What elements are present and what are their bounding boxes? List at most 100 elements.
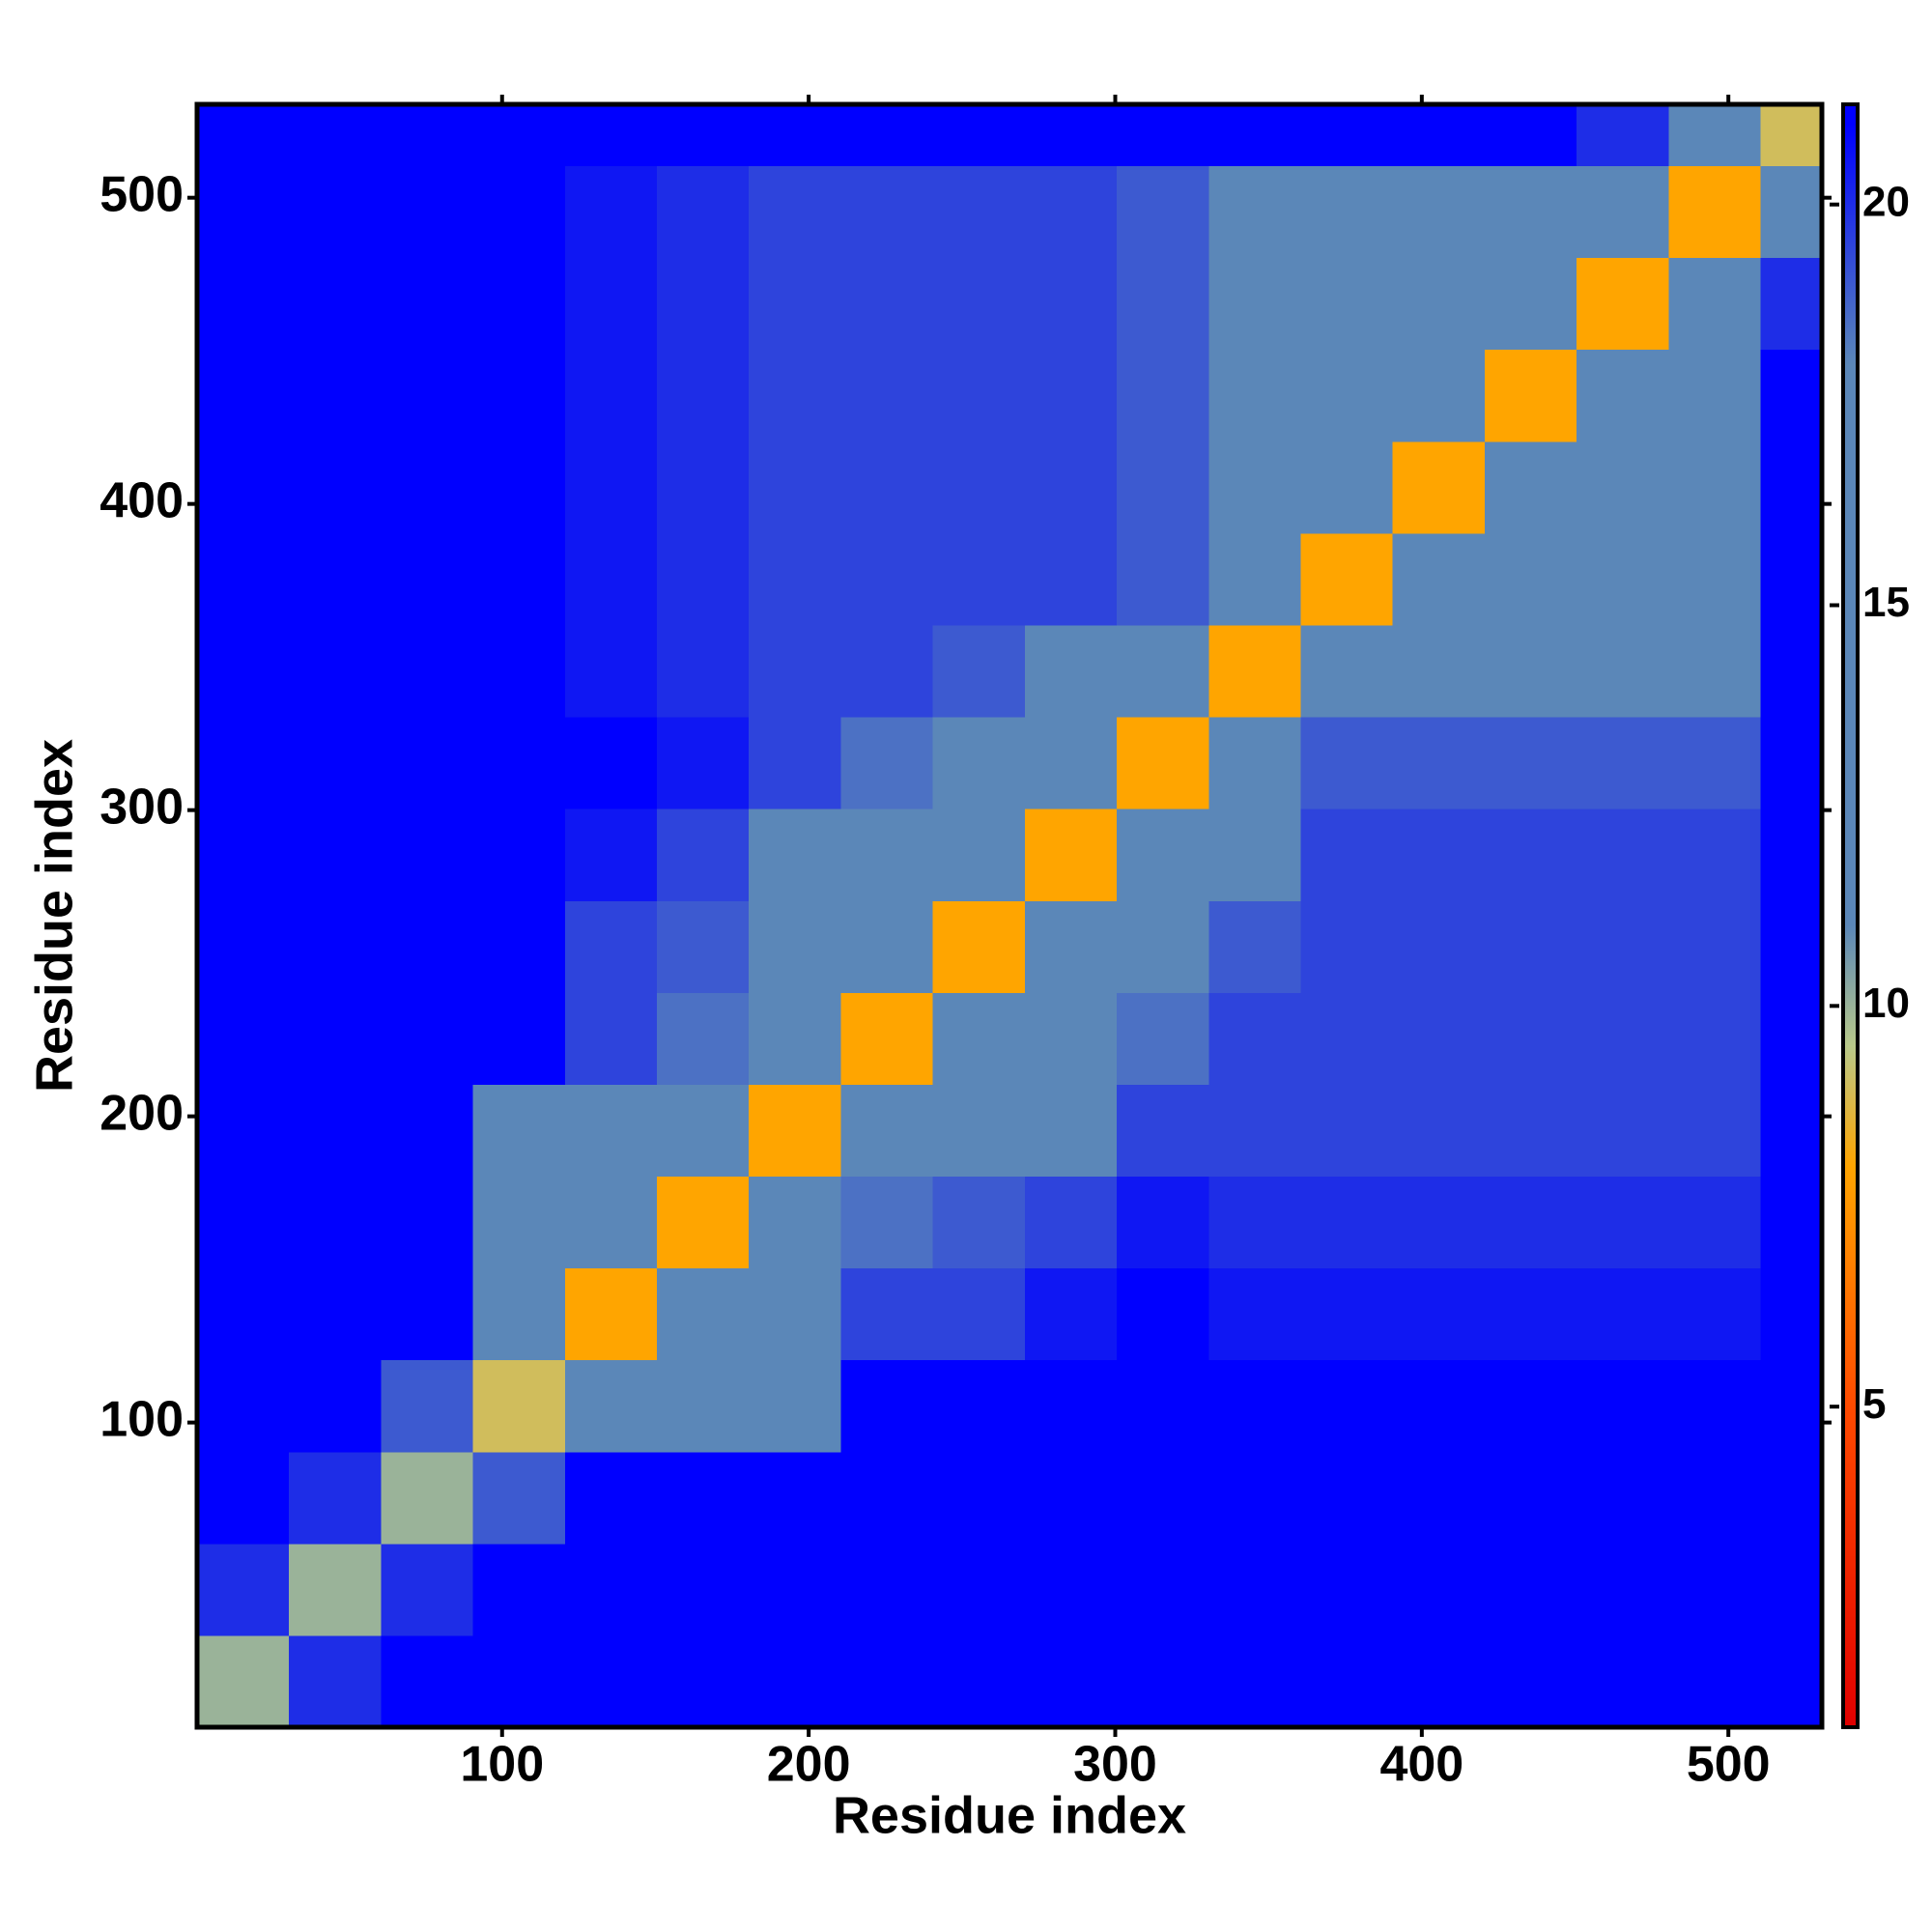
heatmap-cell bbox=[289, 349, 383, 442]
heatmap-cell bbox=[1392, 1634, 1486, 1728]
heatmap-cell bbox=[381, 1543, 474, 1636]
heatmap-cell bbox=[1024, 440, 1118, 534]
heatmap-cell bbox=[1760, 624, 1823, 718]
heatmap-cell bbox=[1024, 624, 1118, 718]
heatmap-cell bbox=[1484, 624, 1577, 718]
heatmap-cell bbox=[472, 900, 566, 993]
heatmap-cell bbox=[1208, 1084, 1302, 1178]
heatmap-cell bbox=[1208, 716, 1302, 810]
heatmap-cell bbox=[749, 624, 842, 718]
y-tick-label: 200 bbox=[99, 1085, 184, 1141]
heatmap-cell bbox=[1484, 1267, 1577, 1361]
heatmap-cell bbox=[564, 1359, 658, 1453]
heatmap-cell bbox=[197, 104, 290, 166]
heatmap-cell bbox=[564, 1267, 658, 1361]
heatmap-cell bbox=[932, 104, 1026, 166]
heatmap-cell bbox=[564, 624, 658, 718]
heatmap-cell bbox=[1760, 1084, 1823, 1178]
heatmap-cell bbox=[932, 809, 1026, 901]
heatmap-cell bbox=[1300, 1634, 1394, 1728]
heatmap-cell bbox=[564, 1634, 658, 1728]
heatmap-cell bbox=[1208, 1267, 1302, 1361]
heatmap-cell bbox=[197, 900, 290, 993]
heatmap-cell bbox=[197, 809, 290, 901]
heatmap-cell bbox=[1577, 1634, 1669, 1728]
heatmap-cell bbox=[1208, 1634, 1302, 1728]
heatmap-cell bbox=[564, 1084, 658, 1178]
heatmap-cell bbox=[289, 624, 383, 718]
heatmap-cell bbox=[749, 1634, 842, 1728]
heatmap-cell bbox=[289, 992, 383, 1085]
heatmap-cell bbox=[657, 624, 750, 718]
heatmap-cell bbox=[1484, 532, 1577, 626]
heatmap-cell bbox=[1300, 1084, 1394, 1178]
x-tick-label: 100 bbox=[460, 1737, 544, 1793]
heatmap-cell bbox=[289, 1451, 383, 1545]
heatmap-cell bbox=[472, 1084, 566, 1178]
heatmap-cell bbox=[1577, 624, 1669, 718]
heatmap-cell bbox=[932, 532, 1026, 626]
heatmap-cell bbox=[1577, 716, 1669, 810]
heatmap-cell bbox=[1577, 440, 1669, 534]
heatmap-cell bbox=[289, 440, 383, 534]
heatmap-cell bbox=[1392, 624, 1486, 718]
heatmap-cell bbox=[657, 440, 750, 534]
heatmap-cell bbox=[1117, 1176, 1209, 1269]
heatmap-cell bbox=[932, 1267, 1026, 1361]
heatmap-cell bbox=[932, 440, 1026, 534]
heatmap-cell bbox=[840, 992, 934, 1085]
heatmap-cell bbox=[472, 349, 566, 442]
heatmap-cell bbox=[1208, 624, 1302, 718]
heatmap-cell bbox=[840, 1176, 934, 1269]
heatmap-cell bbox=[749, 104, 842, 166]
heatmap-cell bbox=[1300, 257, 1394, 351]
heatmap-cell bbox=[381, 900, 474, 993]
heatmap-cell bbox=[1484, 1634, 1577, 1728]
heatmap-cell bbox=[1760, 1267, 1823, 1361]
heatmap-cell bbox=[1668, 1267, 1762, 1361]
heatmap-cell bbox=[749, 1176, 842, 1269]
heatmap-cell bbox=[1024, 1084, 1118, 1178]
heatmap-cell bbox=[381, 349, 474, 442]
heatmap-cell bbox=[1760, 1543, 1823, 1636]
heatmap-cell bbox=[381, 1176, 474, 1269]
heatmap-cell bbox=[749, 1543, 842, 1636]
heatmap-cell bbox=[749, 1267, 842, 1361]
heatmap-cell bbox=[840, 716, 934, 810]
heatmap-cell bbox=[1577, 257, 1669, 351]
heatmap-cell bbox=[197, 349, 290, 442]
heatmap-cell bbox=[564, 1451, 658, 1545]
heatmap-cell bbox=[1392, 532, 1486, 626]
heatmap-cell bbox=[564, 809, 658, 901]
heatmap-cell bbox=[1117, 532, 1209, 626]
heatmap-cell bbox=[1760, 104, 1823, 166]
heatmap-cell bbox=[840, 532, 934, 626]
heatmap-cell bbox=[1024, 532, 1118, 626]
heatmap-cell bbox=[381, 992, 474, 1085]
heatmap-cell bbox=[289, 104, 383, 166]
heatmap-cell bbox=[1300, 1359, 1394, 1453]
heatmap-cell bbox=[932, 900, 1026, 993]
heatmap-cell bbox=[381, 1267, 474, 1361]
heatmap-cell bbox=[1300, 1451, 1394, 1545]
heatmap-cell bbox=[381, 1359, 474, 1453]
heatmap-cell bbox=[932, 1634, 1026, 1728]
heatmap-cell bbox=[1208, 532, 1302, 626]
heatmap-cell bbox=[657, 1543, 750, 1636]
heatmap-cell bbox=[472, 165, 566, 259]
heatmap-cell bbox=[197, 716, 290, 810]
heatmap-cell bbox=[1577, 1084, 1669, 1178]
heatmap-cell bbox=[932, 1359, 1026, 1453]
heatmap-cell bbox=[840, 440, 934, 534]
heatmap-cell bbox=[932, 1084, 1026, 1178]
heatmap-cell bbox=[289, 1359, 383, 1453]
y-axis-title: Residue index bbox=[25, 739, 83, 1093]
heatmap-cell bbox=[1577, 349, 1669, 442]
heatmap-cell bbox=[1300, 716, 1394, 810]
colorbar-tick-label: 10 bbox=[1862, 980, 1910, 1027]
heatmap-cell bbox=[1484, 440, 1577, 534]
heatmap-cell bbox=[657, 349, 750, 442]
heatmap-cell bbox=[840, 900, 934, 993]
heatmap-cell bbox=[1760, 1176, 1823, 1269]
heatmap-cell bbox=[1577, 532, 1669, 626]
